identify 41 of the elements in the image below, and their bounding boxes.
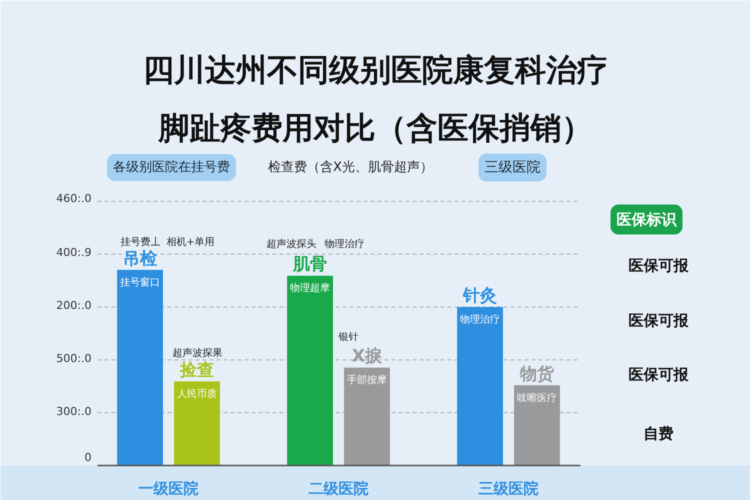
text: 检查费（含X光、肌骨超声） — [268, 160, 433, 175]
text: 500:.0 — [56, 352, 92, 365]
annotation: 人民币质 — [176, 388, 217, 400]
annotation: 银针 — [338, 332, 358, 343]
bar — [457, 307, 503, 466]
text: 460:.0 — [56, 192, 92, 205]
annotation: 物理治疗 — [460, 314, 500, 326]
text: 医保可报 — [628, 256, 690, 274]
text: 300:.0 — [56, 405, 92, 418]
text: 0 — [84, 451, 92, 464]
annotation: 物理超摩 — [290, 282, 330, 294]
bar — [344, 368, 390, 466]
text: 超声波探头 — [266, 238, 316, 250]
bar — [117, 270, 163, 466]
text: 各级别医院在挂号费 — [113, 160, 230, 175]
bar — [514, 385, 560, 466]
annotation: 针灸 — [462, 286, 498, 306]
annotation: 肌骨 — [292, 254, 328, 275]
text: 医保可报 — [628, 366, 690, 384]
text: 物理治疗 — [324, 238, 364, 250]
x-tick-label: 三级医院 — [478, 480, 538, 498]
text: 吊检 — [123, 248, 158, 269]
x-tick-label: 二级医院 — [308, 480, 368, 498]
bar — [174, 381, 220, 466]
bar — [287, 276, 333, 466]
chart-title: 四川达州不同级别医院康复科治疗脚趾疼费用对比（含医保捎销） — [143, 52, 608, 146]
annotation: 吱嚓医疗 — [516, 392, 557, 404]
text: 相机+单用 — [166, 236, 215, 248]
text: 医保标识 — [616, 210, 678, 228]
x-tick-label: 一级医院 — [138, 480, 198, 498]
annotation: 挂号窗口 — [120, 276, 160, 288]
text: 三级医院 — [484, 160, 540, 176]
text: 200:.0 — [56, 299, 92, 312]
annotation: 手部按摩 — [346, 374, 387, 386]
annotation: 超声波探果 — [172, 347, 222, 359]
annotation: 捡查 — [178, 360, 214, 380]
annotation: 物货 — [518, 364, 555, 384]
text: 400:.9 — [56, 246, 92, 259]
text: 医保可报 — [628, 312, 690, 330]
text: 挂号费丄 — [120, 236, 160, 248]
text: 自费 — [644, 424, 674, 442]
